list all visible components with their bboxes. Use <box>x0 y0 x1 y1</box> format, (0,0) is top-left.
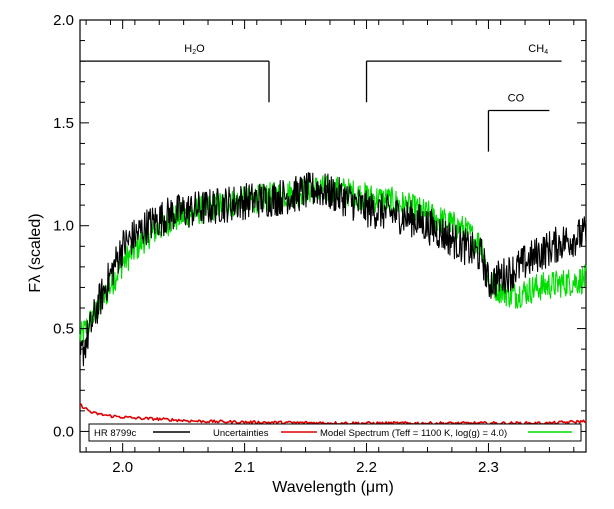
band-bracket <box>487 109 550 152</box>
axes-layer: 2.0 2.1 2.2 2.3 0.0 0.5 1.0 1.5 2.0 <box>53 12 586 476</box>
series-line-hr8799c <box>79 172 587 367</box>
band-label: CO <box>508 93 525 105</box>
annotation-layer: H2O CH4 CO <box>80 43 562 152</box>
series-layer <box>79 172 587 426</box>
y-tick-label: 1.5 <box>53 115 74 132</box>
x-tick-label: 2.2 <box>356 459 377 476</box>
x-axis-label: Wavelength (μm) <box>272 479 394 496</box>
y-tick-label: 2.0 <box>53 12 74 29</box>
band-label: CH4 <box>528 43 548 56</box>
legend-label: Uncertainties <box>213 428 269 439</box>
y-tick-label: 0.0 <box>53 423 74 440</box>
series-line-uncertainties <box>79 402 587 426</box>
x-tick-label: 2.0 <box>112 459 133 476</box>
series-line-model <box>79 175 587 345</box>
legend-box <box>88 423 582 442</box>
band-bracket <box>365 60 562 103</box>
y-tick-label: 0.5 <box>53 321 74 338</box>
y-tick-label: 1.0 <box>53 218 74 235</box>
y-axis-label: Fλ (scaled) <box>27 213 44 292</box>
legend-label: HR 8799c <box>94 428 136 439</box>
band-bracket <box>80 60 270 103</box>
x-tick-label: 2.3 <box>478 459 499 476</box>
x-tick-label: 2.1 <box>234 459 255 476</box>
legend-label: Model Spectrum (Teff = 1100 K, log(g) = … <box>320 428 507 439</box>
legend: HR 8799c Uncertainties Model Spectrum (Tef… <box>88 423 582 442</box>
band-label: H2O <box>184 43 205 56</box>
